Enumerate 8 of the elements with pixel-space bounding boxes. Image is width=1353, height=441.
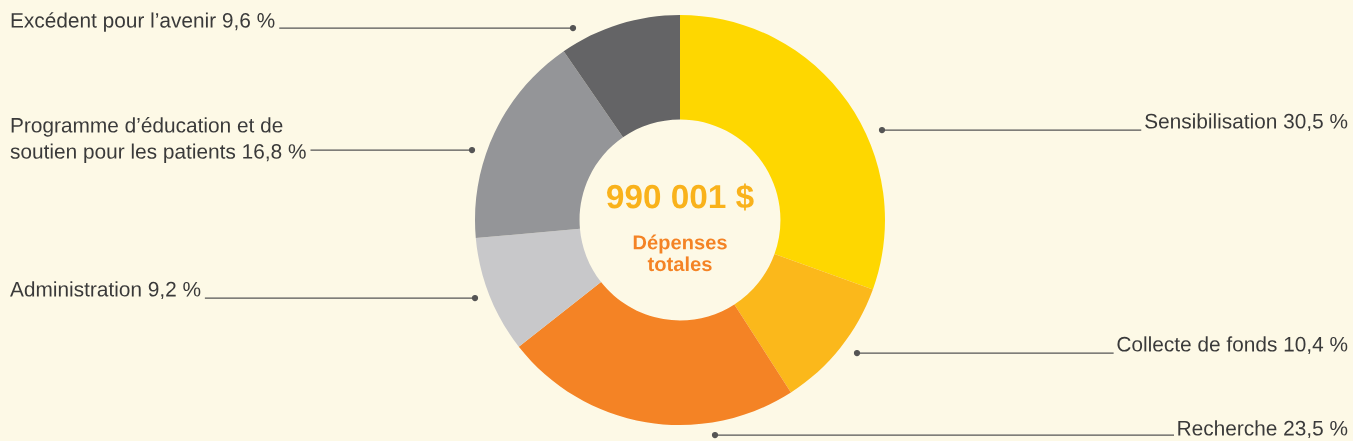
slice-label: Sensibilisation 30,5 % bbox=[1145, 113, 1348, 132]
slice-label: Excédent pour l’avenir 9,6 % bbox=[11, 12, 275, 32]
slice-label: Recherche 23,5 % bbox=[1178, 420, 1348, 439]
slice-label: Collecte de fonds 10,4 % bbox=[1117, 336, 1348, 355]
text: 990 001 $ bbox=[607, 183, 754, 211]
slice-label: Administration 9,2 % bbox=[10, 281, 201, 300]
text: Dépenses totales bbox=[633, 234, 727, 272]
slice-label: Programme d’éducation et de soutien pour les patients 16,8 % bbox=[10, 117, 306, 163]
